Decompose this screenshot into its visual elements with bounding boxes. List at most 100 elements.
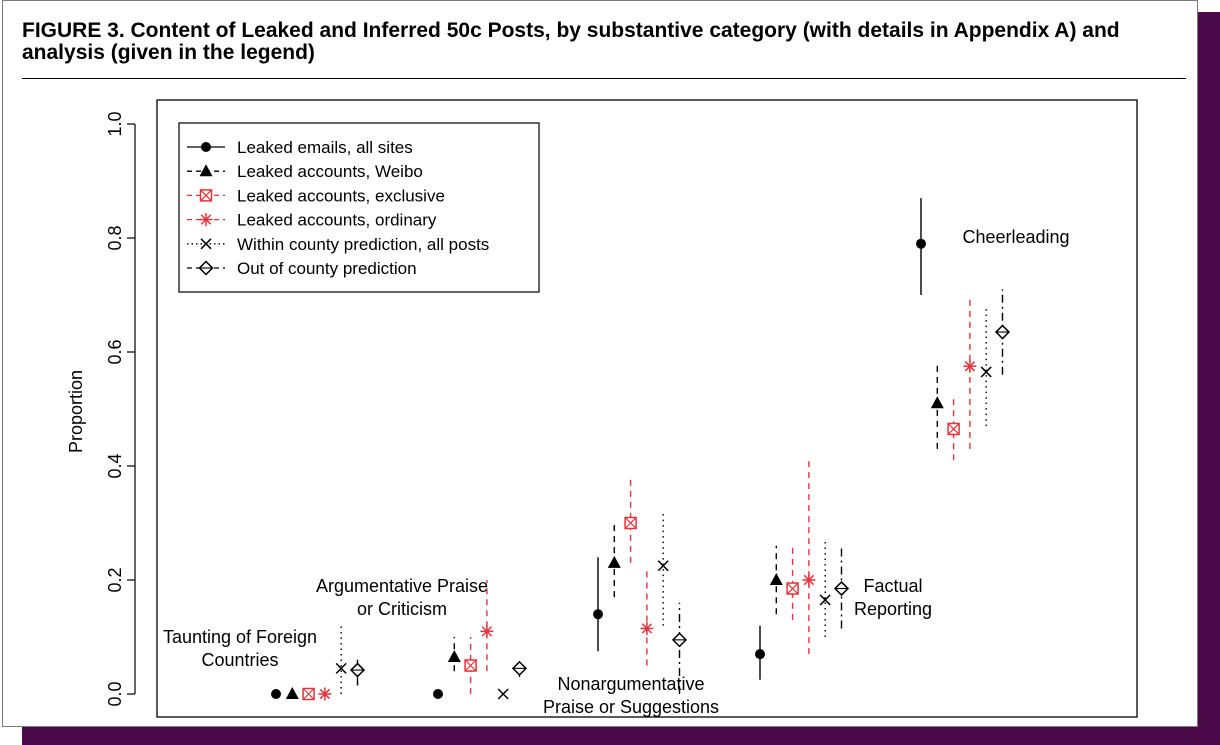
marker-dot (433, 689, 443, 699)
marker-dot (593, 609, 603, 620)
marker-x-stroke (335, 662, 347, 674)
marker-x-stroke (200, 238, 212, 250)
category-label-line: Cheerleading (962, 227, 1069, 247)
legend-marker (198, 260, 214, 276)
data-point (769, 573, 783, 585)
category-label-line: or Criticism (357, 599, 447, 619)
category-label-line: Reporting (854, 599, 932, 619)
data-point (447, 649, 461, 662)
marker-box-cross (464, 659, 477, 672)
marker-x-stroke (980, 366, 992, 378)
y-tick-label: 0.2 (105, 567, 125, 592)
legend-label: Out of county prediction (237, 259, 417, 278)
legend-label: Leaked accounts, exclusive (237, 186, 445, 205)
data-point (593, 609, 603, 620)
data-point (994, 324, 1011, 340)
marker-triangle (607, 555, 621, 568)
data-point (802, 573, 816, 587)
marker-dot (201, 142, 211, 152)
data-point (640, 621, 654, 635)
marker-box-cross (624, 517, 637, 529)
axes: 0.0 0.2 0.4 0.6 0.8 1.0 Proportion (66, 99, 1138, 718)
category-label-line: Nonargumentative (557, 674, 704, 694)
data-point (930, 396, 944, 409)
data-point (318, 687, 332, 701)
marker-star-stroke (964, 361, 976, 372)
legend-label: Leaked accounts, ordinary (237, 211, 437, 230)
legend-marker (199, 189, 213, 202)
category-label: Taunting of Foreign Countries (163, 627, 317, 670)
category-label-line: Factual (863, 576, 922, 596)
data-point (302, 687, 315, 701)
y-tick-label: 0.0 (105, 681, 125, 706)
marker-x-stroke (657, 560, 669, 572)
marker-triangle (447, 649, 461, 662)
figure-frame (2, 0, 1198, 727)
data-point (657, 560, 669, 572)
legend-label: Leaked emails, all sites (237, 138, 413, 157)
legend-marker (199, 213, 213, 227)
data-point (833, 580, 850, 597)
y-tick-label: 1.0 (105, 111, 125, 136)
category-label: Cheerleading (962, 227, 1069, 247)
data-point (963, 359, 977, 373)
marker-triangle (199, 164, 213, 177)
category-label: Argumentative Praise or Criticism (316, 576, 488, 619)
marker-triangle (769, 573, 783, 585)
data-point (464, 659, 477, 672)
legend-marker (200, 238, 212, 250)
plot-box (156, 99, 1138, 718)
category-label-line: Praise or Suggestions (543, 697, 719, 717)
category-labels: Taunting of Foreign Countries Argumentativ… (163, 227, 1070, 717)
marker-triangle (285, 687, 299, 699)
marker-triangle (930, 396, 944, 409)
marker-star-stroke (803, 574, 815, 586)
category-label-line: Argumentative Praise (316, 576, 488, 596)
data-point (497, 688, 509, 700)
data-point (624, 516, 637, 530)
data-point (755, 649, 765, 660)
marker-star-stroke (641, 623, 653, 634)
marker-dot (755, 649, 765, 660)
data-point (511, 660, 528, 676)
y-axis-label: Proportion (66, 370, 86, 453)
title-rule (22, 78, 1186, 79)
legend-label: Leaked accounts, Weibo (237, 162, 423, 181)
data-point (916, 238, 926, 249)
y-tick-label: 0.6 (105, 339, 125, 364)
legend-marker (201, 142, 211, 152)
category-label-line: Countries (201, 650, 278, 670)
data-point (335, 662, 347, 674)
marker-box-cross (302, 688, 315, 700)
marker-box-cross (947, 423, 960, 435)
figure-title: FIGURE 3. Content of Leaked and Inferred… (22, 19, 1120, 64)
marker-x-stroke (819, 594, 831, 606)
marker-box-cross (200, 189, 212, 202)
marker-x-stroke (497, 688, 509, 700)
legend-marker (199, 164, 213, 177)
category-label: Nonargumentative Praise or Suggestions (543, 674, 719, 717)
data-point (271, 689, 281, 699)
marker-dot (916, 238, 926, 249)
marker-dot (271, 689, 281, 699)
legend-box (178, 122, 540, 293)
data-point (819, 594, 831, 606)
data-points (271, 198, 1011, 701)
marker-star-stroke (319, 688, 331, 700)
data-point (980, 366, 992, 378)
marker-box-cross (786, 582, 799, 595)
data-point (607, 555, 621, 568)
data-point (947, 422, 960, 436)
category-label: Factual Reporting (854, 576, 932, 619)
marker-star-stroke (481, 626, 493, 637)
y-tick-label: 0.8 (105, 225, 125, 250)
data-point (480, 624, 494, 638)
category-label-line: Taunting of Foreign (163, 627, 317, 647)
y-tick-label: 0.4 (105, 453, 125, 478)
data-point (671, 632, 688, 648)
data-point (285, 687, 299, 699)
data-point (349, 662, 366, 678)
marker-star-stroke (200, 214, 212, 225)
data-point (433, 689, 443, 699)
